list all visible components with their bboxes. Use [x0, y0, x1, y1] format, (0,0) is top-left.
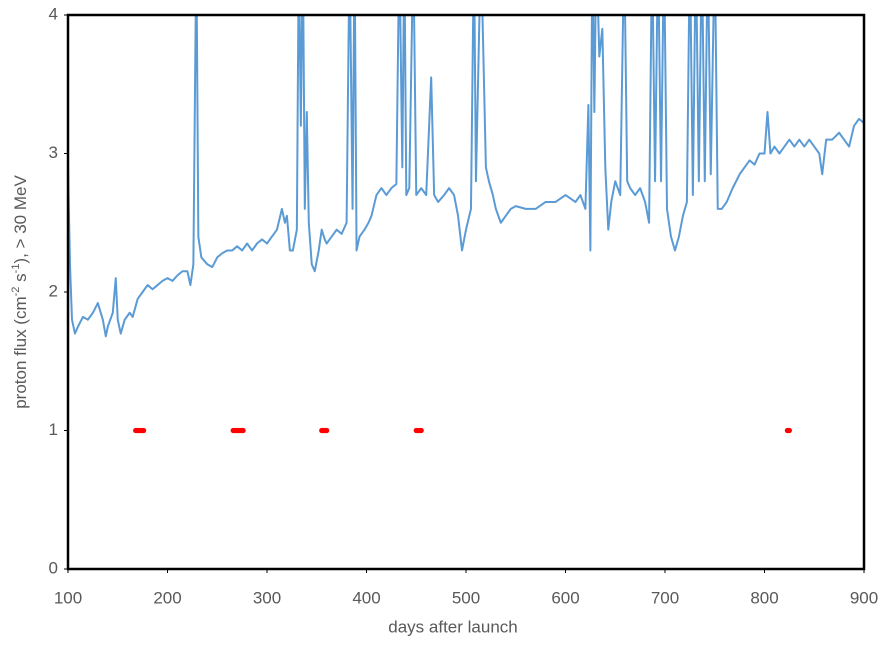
y-axis-label-sup: -2 — [10, 287, 22, 297]
y-axis-label: proton flux (cm-2 s-1), > 30 MeV — [10, 175, 31, 409]
x-tick-label: 700 — [651, 588, 679, 607]
x-axis-label: days after launch — [388, 617, 517, 636]
x-tick-label: 600 — [551, 588, 579, 607]
x-tick-label: 900 — [850, 588, 878, 607]
plot-area — [68, 15, 864, 434]
y-tick-label: 4 — [49, 4, 58, 23]
y-tick-label: 1 — [49, 420, 58, 439]
y-axis-label-part: ), > 30 MeV — [11, 175, 30, 264]
y-tick-label: 2 — [49, 281, 58, 300]
x-tick-label: 400 — [352, 588, 380, 607]
data-point — [324, 427, 330, 434]
data-point — [418, 427, 424, 434]
x-tick-label: 300 — [253, 588, 281, 607]
y-tick-label: 3 — [49, 143, 58, 162]
data-line — [68, 15, 864, 338]
y-tick-label: 0 — [49, 558, 58, 577]
x-tick-label: 800 — [750, 588, 778, 607]
y-axis-label-sup: -1 — [10, 264, 22, 274]
x-tick-label: 200 — [153, 588, 181, 607]
data-point — [786, 427, 792, 434]
data-point — [141, 427, 147, 434]
x-tick-label: 500 — [452, 588, 480, 607]
y-axis-label-part: s — [11, 273, 30, 286]
y-axis-label-part: proton flux (cm — [11, 296, 30, 408]
x-tick-label: 100 — [54, 588, 82, 607]
data-point — [240, 427, 246, 434]
